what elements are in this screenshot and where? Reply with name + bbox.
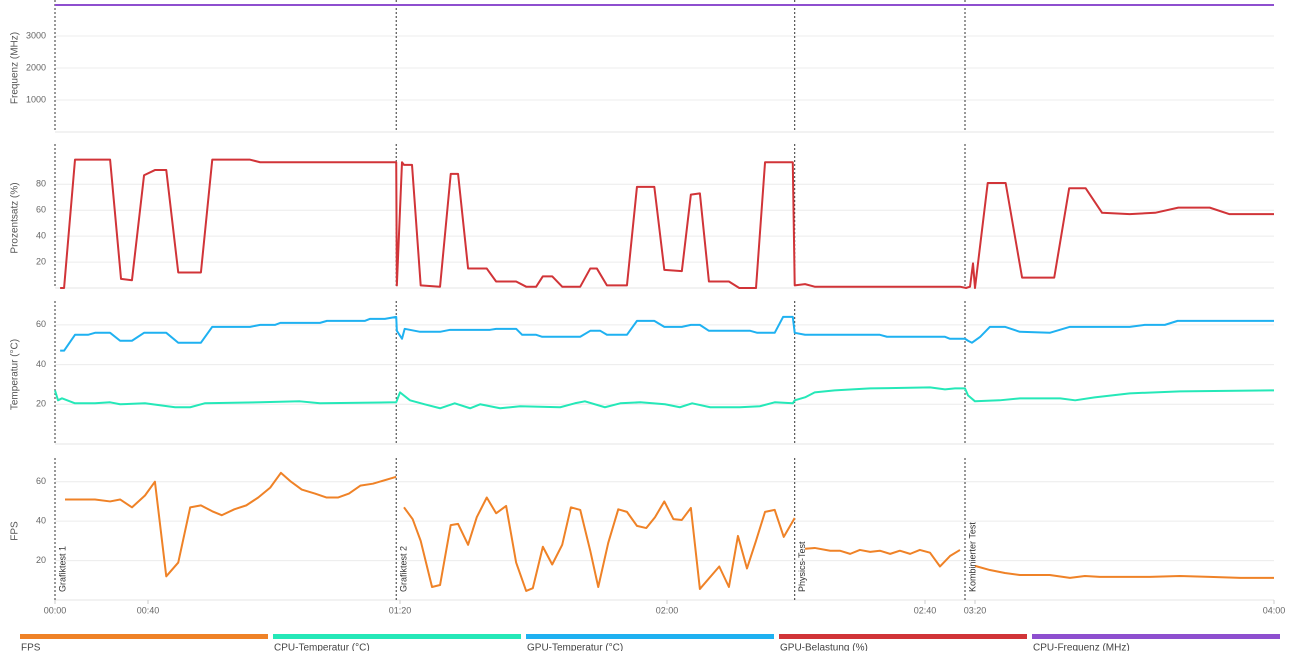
y-axis-title: Frequenz (MHz) [10, 32, 21, 104]
x-tick-label: 01:20 [389, 605, 412, 615]
x-tick-label: 02:40 [914, 605, 937, 615]
y-axis-title: FPS [10, 521, 21, 541]
y-tick-label: 60 [36, 476, 46, 486]
series-line [54, 386, 1275, 410]
series-line [60, 158, 1274, 289]
legend-swatch [20, 634, 268, 639]
x-tick-label: 03:20 [964, 605, 987, 615]
y-tick-label: 60 [36, 319, 46, 329]
legend-label: CPU-Temperatur (°C) [274, 643, 370, 651]
event-marker-label: Grafiktest 1 [57, 546, 67, 592]
y-tick-label: 40 [36, 231, 46, 241]
legend-label: CPU-Frequenz (MHz) [1033, 643, 1130, 651]
legend-swatch [1032, 634, 1280, 639]
event-marker-label: Physics-Test [797, 541, 807, 592]
y-tick-label: 2000 [26, 62, 46, 72]
x-tick-label: 04:00 [1263, 605, 1286, 615]
y-axis-title: Temperatur (°C) [10, 339, 21, 410]
legend-label: GPU-Temperatur (°C) [527, 643, 623, 651]
legend-swatch [526, 634, 774, 639]
y-tick-label: 1000 [26, 94, 46, 104]
y-tick-label: 20 [36, 399, 46, 409]
y-tick-label: 60 [36, 205, 46, 215]
series-line [60, 315, 1274, 352]
x-tick-label: 02:00 [656, 605, 679, 615]
legend-label: GPU-Belastung (%) [780, 643, 868, 651]
y-tick-label: 20 [36, 256, 46, 266]
x-tick-label: 00:40 [137, 605, 160, 615]
y-tick-label: 20 [36, 555, 46, 565]
legend-swatch [779, 634, 1027, 639]
legend-label: FPS [21, 643, 41, 651]
y-tick-label: 40 [36, 359, 46, 369]
legend-swatch [273, 634, 521, 639]
event-marker-label: Kombinierter Test [967, 522, 977, 592]
y-tick-label: 3000 [26, 30, 46, 40]
series-line [65, 471, 1274, 592]
x-tick-label: 00:00 [44, 605, 67, 615]
y-tick-label: 80 [36, 179, 46, 189]
y-axis-title: Prozentsatz (%) [10, 182, 21, 253]
y-tick-label: 40 [36, 516, 46, 526]
event-marker-label: Grafiktest 2 [399, 546, 409, 592]
